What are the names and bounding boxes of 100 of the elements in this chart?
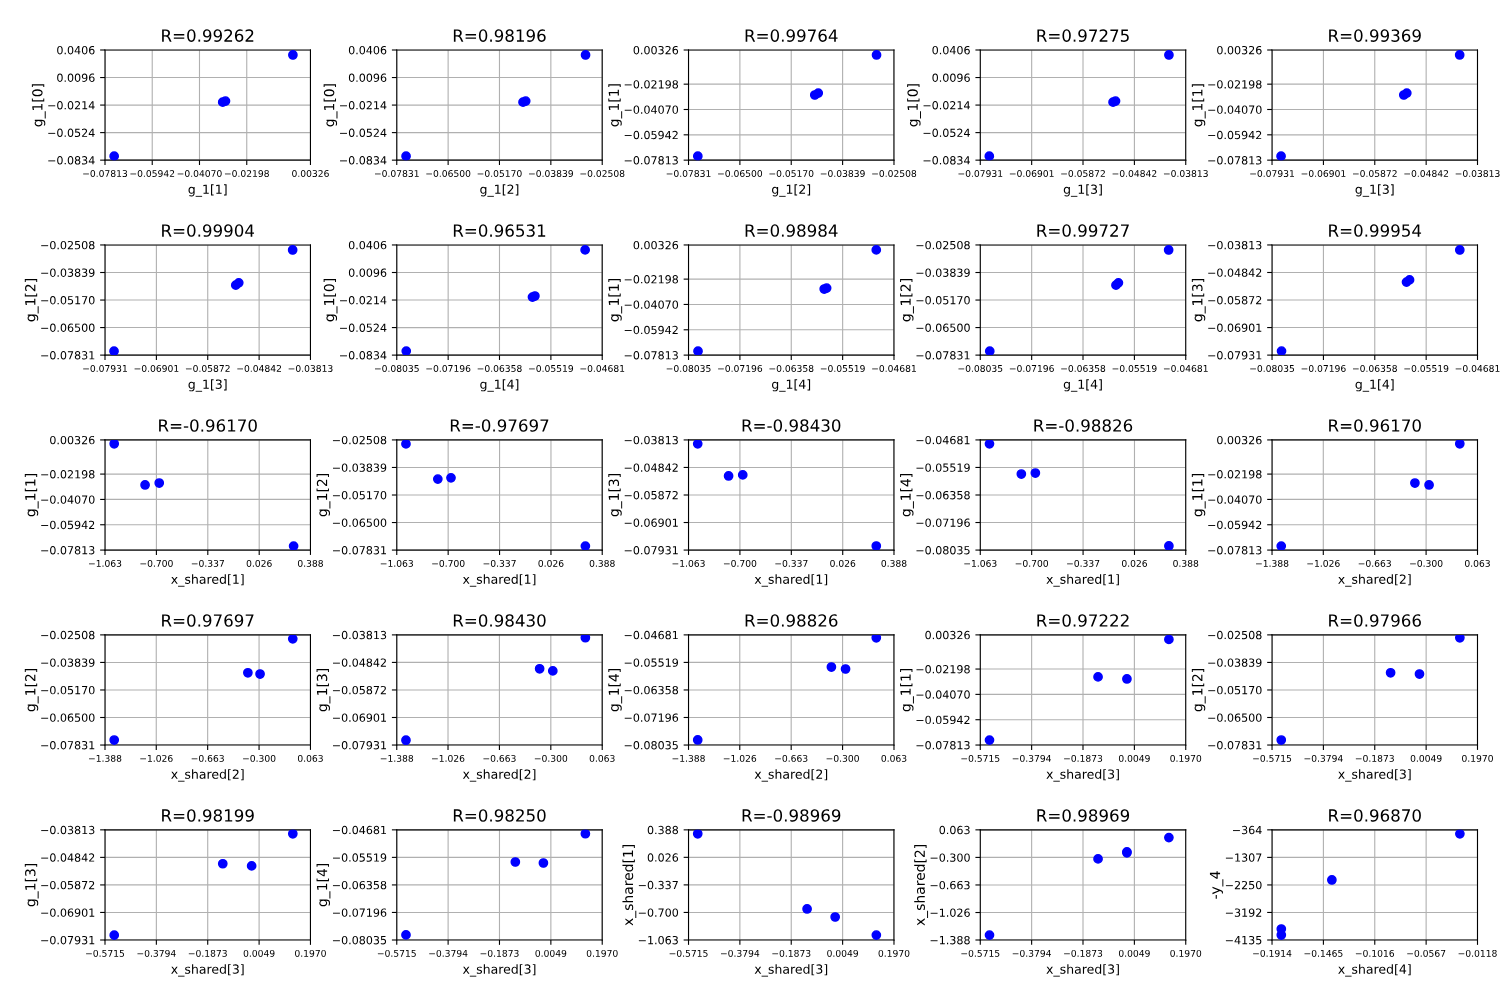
y-tick-label: −0.08035 — [916, 546, 970, 555]
x-tick-label: −0.06358 — [477, 365, 522, 372]
x-tick-label: −1.026 — [1307, 559, 1340, 567]
y-tick-label: −0.0834 — [923, 156, 970, 165]
x-tick-label: 0.1970 — [586, 949, 618, 957]
y-axis-title: g_1[2] — [900, 279, 914, 322]
y-tick-label: −2250 — [1225, 880, 1262, 890]
x-axis-title: g_1[3] — [1355, 184, 1394, 197]
y-tick-label: 0.00326 — [633, 240, 679, 250]
x-tick-label: −0.700 — [723, 559, 757, 567]
y-tick-label: −0.07831 — [41, 351, 95, 360]
y-axis-title: g_1[3] — [1191, 279, 1206, 322]
x-tick-label: 0.0049 — [535, 949, 567, 957]
x-tick-label: 0.063 — [1464, 559, 1490, 567]
x-axis-title: x_shared[2] — [754, 769, 828, 782]
y-tick-label: −0.0214 — [340, 101, 387, 110]
y-axis-title: -y_4 — [1209, 871, 1224, 899]
y-tick-label: −0.08035 — [332, 935, 387, 945]
y-tick-label: −0.02198 — [624, 275, 679, 284]
x-tick-label: −0.1873 — [1064, 949, 1103, 957]
y-tick-label: −0.04681 — [916, 435, 970, 445]
y-tick-label: −0.06358 — [332, 880, 387, 890]
chart-title: R=-0.97697 — [450, 419, 549, 432]
y-tick-label: −0.02198 — [1208, 470, 1262, 479]
x-tick-label: −0.06500 — [426, 170, 471, 177]
y-tick-label: 0.0096 — [57, 73, 95, 82]
y-tick-label: −0.07931 — [624, 546, 678, 555]
x-tick-label: −0.03813 — [288, 365, 333, 372]
y-tick-label: −0.03813 — [1208, 240, 1262, 250]
y-tick-label: −0.0524 — [48, 128, 95, 137]
y-axis-title: g_1[3] — [24, 863, 39, 907]
x-tick-label: −0.07196 — [718, 365, 763, 372]
y-tick-label: 0.00326 — [50, 435, 95, 445]
x-tick-label: −0.07931 — [958, 170, 1003, 177]
chart-title: R=0.96170 — [1329, 419, 1421, 432]
x-tick-label: 0.026 — [1121, 559, 1148, 567]
x-tick-label: −1.063 — [964, 559, 997, 567]
y-tick-label: −1.388 — [930, 935, 970, 945]
x-tick-label: −1.063 — [89, 559, 122, 567]
y-tick-label: 0.0096 — [932, 73, 970, 82]
x-axis-title: g_1[4] — [1355, 379, 1394, 392]
y-tick-label: −0.02198 — [624, 80, 679, 89]
x-tick-label: −0.07196 — [1009, 365, 1054, 372]
y-tick-label: −0.07813 — [41, 546, 95, 555]
y-axis-title: g_1[3] — [608, 474, 623, 517]
x-tick-label: −0.03839 — [529, 170, 573, 177]
y-tick-label: 0.00326 — [633, 45, 679, 55]
x-tick-label: −0.05872 — [1061, 170, 1105, 177]
y-tick-label: −0.02198 — [41, 470, 95, 479]
x-tick-label: −1.388 — [380, 754, 414, 762]
y-tick-label: −0.03839 — [916, 268, 970, 277]
x-tick-label: −0.04681 — [1455, 365, 1500, 372]
y-axis-title: g_1[0] — [323, 279, 338, 322]
chart-title: R=0.98196 — [453, 29, 546, 42]
y-tick-label: −0.07813 — [1208, 546, 1262, 555]
y-axis-title: g_1[0] — [907, 84, 921, 127]
y-axis-title: g_1[3] — [316, 669, 331, 712]
y-tick-label: −0.05942 — [1208, 520, 1262, 530]
y-tick-label: −0.05942 — [624, 325, 678, 335]
y-tick-label: −0.06358 — [916, 490, 970, 500]
x-axis-title: g_1[2] — [772, 184, 811, 197]
x-tick-label: −0.3794 — [1012, 949, 1051, 957]
x-tick-label: −0.337 — [775, 559, 808, 567]
x-tick-label: −0.300 — [1410, 559, 1443, 567]
chart-title: R=0.99369 — [1329, 29, 1421, 42]
x-tick-label: −0.06358 — [1061, 365, 1106, 372]
x-tick-label: −0.1873 — [1064, 754, 1103, 762]
x-tick-label: −0.05170 — [477, 170, 522, 177]
x-tick-label: −0.07196 — [1301, 365, 1346, 372]
x-tick-label: −0.663 — [775, 754, 808, 762]
chart-title: R=0.99727 — [1037, 224, 1129, 237]
x-axis-title: x_shared[3] — [1338, 769, 1411, 782]
x-tick-label: −0.08035 — [374, 365, 419, 372]
x-tick-label: −0.337 — [1067, 559, 1100, 567]
y-tick-label: −0.04070 — [624, 105, 679, 114]
y-tick-label: 0.0406 — [348, 45, 387, 55]
y-tick-label: −0.05942 — [624, 130, 678, 140]
y-axis-title: g_1[2] — [316, 474, 331, 517]
x-tick-label: −0.06358 — [769, 365, 814, 372]
y-tick-label: 0.063 — [939, 825, 970, 835]
x-axis-title: g_1[4] — [1063, 379, 1102, 392]
x-tick-label: 0.063 — [881, 754, 907, 762]
chart-title: R=-0.98826 — [1034, 419, 1133, 432]
y-tick-label: 0.00326 — [1217, 435, 1262, 445]
y-tick-label: −1307 — [1225, 853, 1262, 862]
chart-title: R=0.96531 — [453, 224, 546, 237]
x-axis-title: g_1[3] — [1063, 184, 1102, 197]
x-tick-label: 0.0049 — [827, 949, 859, 957]
y-tick-label: −0.05872 — [41, 880, 95, 890]
x-tick-label: −0.1873 — [188, 949, 227, 957]
y-tick-label: −0.0834 — [340, 351, 387, 360]
x-tick-label: −0.07196 — [426, 365, 471, 372]
y-tick-label: −0.04070 — [41, 495, 95, 504]
y-tick-label: −3192 — [1225, 908, 1262, 917]
x-axis-title: x_shared[4] — [1338, 964, 1411, 977]
y-tick-label: −0.02508 — [916, 240, 970, 250]
x-tick-label: 0.1970 — [1170, 754, 1202, 762]
y-tick-label: −0.663 — [930, 880, 970, 890]
y-tick-label: −0.05519 — [332, 853, 387, 862]
y-axis-title: g_1[2] — [1191, 669, 1206, 712]
